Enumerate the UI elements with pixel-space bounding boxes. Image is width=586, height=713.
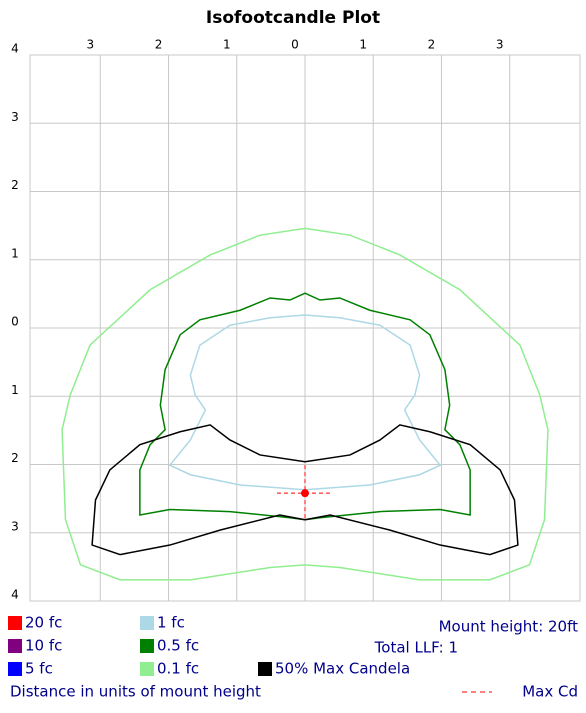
- legend-label: 10 fc: [25, 637, 62, 655]
- legend-swatch: [140, 639, 154, 653]
- y-tick-label: 4: [11, 588, 19, 602]
- chart-title: Isofootcandle Plot: [206, 8, 380, 28]
- legend-label: 0.1 fc: [157, 660, 199, 678]
- legend-label: 20 fc: [25, 614, 62, 632]
- legend-swatch: [8, 639, 22, 653]
- note: Total LLF: 1: [374, 639, 458, 657]
- legend-swatch: [8, 616, 22, 630]
- y-tick-label: 2: [11, 451, 19, 465]
- legend-swatch: [140, 616, 154, 630]
- max-cd-point: [301, 489, 309, 498]
- legend-label: 0.5 fc: [157, 637, 199, 655]
- x-tick-label: 3: [86, 38, 94, 52]
- y-tick-label: 0: [11, 315, 19, 329]
- contour: [61, 227, 549, 581]
- x-tick-label: 1: [223, 38, 231, 52]
- y-tick-label: 1: [11, 246, 19, 260]
- y-tick-label: 1: [11, 383, 19, 397]
- y-tick-label: 3: [11, 519, 19, 533]
- legend-swatch: [140, 662, 154, 676]
- legend-label: Max Cd: [522, 683, 578, 701]
- x-tick-label: 2: [428, 38, 436, 52]
- note: Mount height: 20ft: [439, 618, 579, 636]
- x-tick-label: 3: [496, 38, 504, 52]
- x-axis-label: Distance in units of mount height: [10, 683, 261, 701]
- legend-label: 1 fc: [157, 614, 185, 632]
- legend-label: 5 fc: [25, 660, 53, 678]
- contour: [91, 424, 519, 556]
- x-tick-label: 1: [359, 38, 367, 52]
- legend-swatch: [258, 662, 272, 676]
- y-tick-label: 3: [11, 110, 19, 124]
- x-tick-label: 2: [155, 38, 163, 52]
- legend-swatch: [8, 662, 22, 676]
- y-tick-label: 2: [11, 178, 19, 192]
- legend-label: 50% Max Candela: [275, 660, 410, 678]
- y-tick-label: 4: [11, 42, 19, 56]
- x-tick-label: 0: [291, 38, 299, 52]
